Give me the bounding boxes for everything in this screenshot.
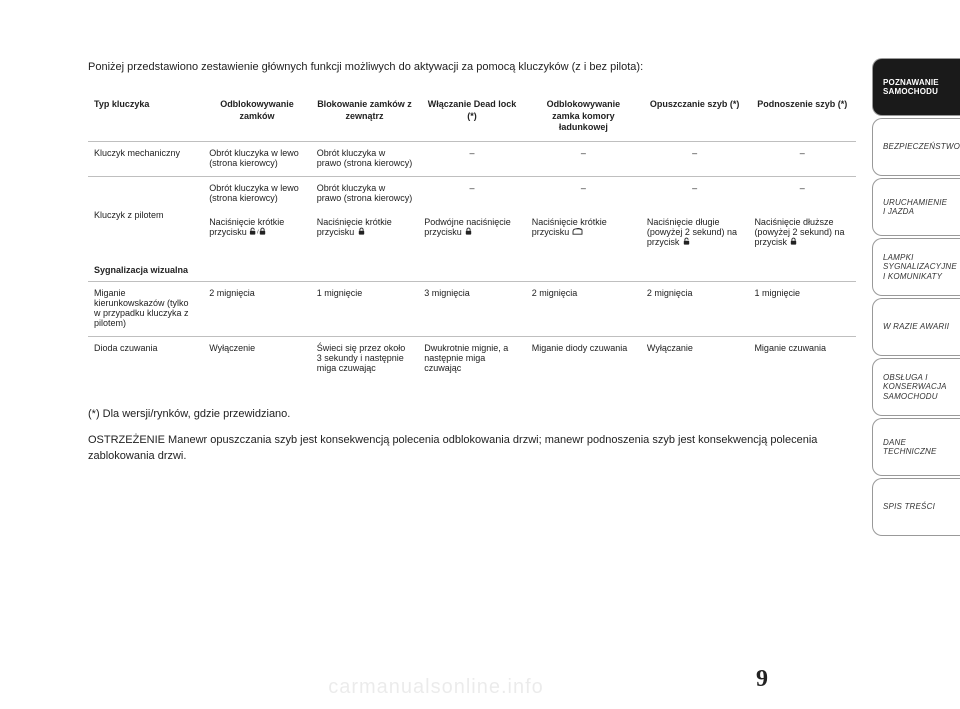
cell: Naciśnięcie krótkie przycisku [311, 211, 419, 255]
sidebar-tab-dane[interactable]: DANE TECHNICZNE [872, 418, 960, 476]
table-row: Dioda czuwania Wyłączenie Świeci się prz… [88, 337, 856, 382]
table-row: Kluczyk z pilotem Obrót kluczyka w lewo … [88, 177, 856, 212]
col-header: Włączanie Dead lock (*) [418, 93, 526, 141]
intro-text: Poniżej przedstawiono zestawienie główny… [88, 60, 856, 75]
cell: Naciśnięcie krótkie przycisku [203, 211, 311, 255]
lock-icon [789, 237, 798, 246]
unlock-icon [682, 237, 691, 246]
cell: Świeci się przez około 3 sekundy i nastę… [311, 337, 419, 382]
sidebar-tab-uruchamienie[interactable]: URUCHAMIENIE I JAZDA [872, 178, 960, 236]
cell: 1 mignięcie [311, 282, 419, 337]
cell: Obrót kluczyka w lewo (strona kierowcy) [203, 142, 311, 177]
cell: – [641, 142, 749, 177]
col-header: Opuszczanie szyb (*) [641, 93, 749, 141]
cell: Obrót kluczyka w prawo (strona kierowcy) [311, 142, 419, 177]
col-header: Blokowanie zamków z zewnątrz [311, 93, 419, 141]
cell: – [641, 177, 749, 212]
cell: Obrót kluczyka w lewo (strona kierowcy) [203, 177, 311, 212]
table-row: Kluczyk mechaniczny Obrót kluczyka w lew… [88, 142, 856, 177]
table-row: Miganie kierunkowskazów (tylko w przypad… [88, 282, 856, 337]
page-number: 9 [756, 666, 768, 693]
footnote-text: OSTRZEŻENIE Manewr opuszczania szyb jest… [88, 433, 856, 465]
cell: 3 mignięcia [418, 282, 526, 337]
functions-table: Typ kluczyka Odblokowywanie zamków Bloko… [88, 93, 856, 381]
cell: Wyłączanie [641, 337, 749, 382]
cell: – [748, 177, 856, 212]
col-header: Odblokowywanie zamka komory ładunkowej [526, 93, 641, 141]
cell: Naciśnięcie długie (powyżej 2 sekund) na… [641, 211, 749, 255]
col-header: Podnoszenie szyb (*) [748, 93, 856, 141]
col-header: Typ kluczyka [88, 93, 203, 141]
row-label: Miganie kierunkowskazów (tylko w przypad… [88, 282, 203, 337]
table-header-row: Typ kluczyka Odblokowywanie zamków Bloko… [88, 93, 856, 141]
cell: Naciśnięcie krótkie przycisku [526, 211, 641, 255]
cell: – [526, 142, 641, 177]
cell: – [748, 142, 856, 177]
row-label: Kluczyk mechaniczny [88, 142, 203, 177]
table-row: Naciśnięcie krótkie przycisku Naciśnięci… [88, 211, 856, 255]
cell: 2 mignięcia [203, 282, 311, 337]
cell: Wyłączenie [203, 337, 311, 382]
footnote-text: (*) Dla wersji/rynków, gdzie przewidzian… [88, 407, 856, 423]
sidebar-tab-awarii[interactable]: W RAZIE AWARII [872, 298, 960, 356]
cell: 2 mignięcia [526, 282, 641, 337]
cell: 1 mignięcie [748, 282, 856, 337]
sidebar-tab-obsluga[interactable]: OBSŁUGA I KONSERWACJA SAMOCHODU [872, 358, 960, 416]
section-row: Sygnalizacja wizualna [88, 255, 856, 282]
main-content: Poniżej przedstawiono zestawienie główny… [0, 0, 872, 709]
footnotes: (*) Dla wersji/rynków, gdzie przewidzian… [88, 407, 856, 465]
sidebar-tabs: POZNAWANIE SAMOCHODU BEZPIECZEŃSTWO URUC… [872, 0, 960, 709]
cell: 2 mignięcia [641, 282, 749, 337]
cell: Obrót kluczyka w prawo (strona kierowcy) [311, 177, 419, 212]
lock-icon [464, 227, 473, 236]
trunk-icon [572, 227, 583, 236]
row-label: Dioda czuwania [88, 337, 203, 382]
sidebar-tab-lampki[interactable]: LAMPKI SYGNALIZACYJNE I KOMUNIKATY [872, 238, 960, 296]
cell: – [526, 177, 641, 212]
watermark: carmanualsonline.info [328, 676, 544, 699]
sidebar-tab-poznawanie[interactable]: POZNAWANIE SAMOCHODU [872, 58, 960, 116]
unlock-lock-icon [249, 227, 267, 236]
cell: Dwukrotnie mignie, a następnie miga czuw… [418, 337, 526, 382]
cell: Miganie diody czuwania [526, 337, 641, 382]
cell: Podwójne naciśnięcie przycisku [418, 211, 526, 255]
section-label: Sygnalizacja wizualna [88, 255, 856, 282]
lock-icon [357, 227, 366, 236]
sidebar-tab-spis[interactable]: SPIS TREŚCI [872, 478, 960, 536]
cell: Naciśnięcie dłuższe (powyżej 2 sekund) n… [748, 211, 856, 255]
cell: Miganie czuwania [748, 337, 856, 382]
cell: – [418, 142, 526, 177]
col-header: Odblokowywanie zamków [203, 93, 311, 141]
sidebar-tab-bezpieczenstwo[interactable]: BEZPIECZEŃSTWO [872, 118, 960, 176]
cell: – [418, 177, 526, 212]
row-label: Kluczyk z pilotem [88, 177, 203, 256]
